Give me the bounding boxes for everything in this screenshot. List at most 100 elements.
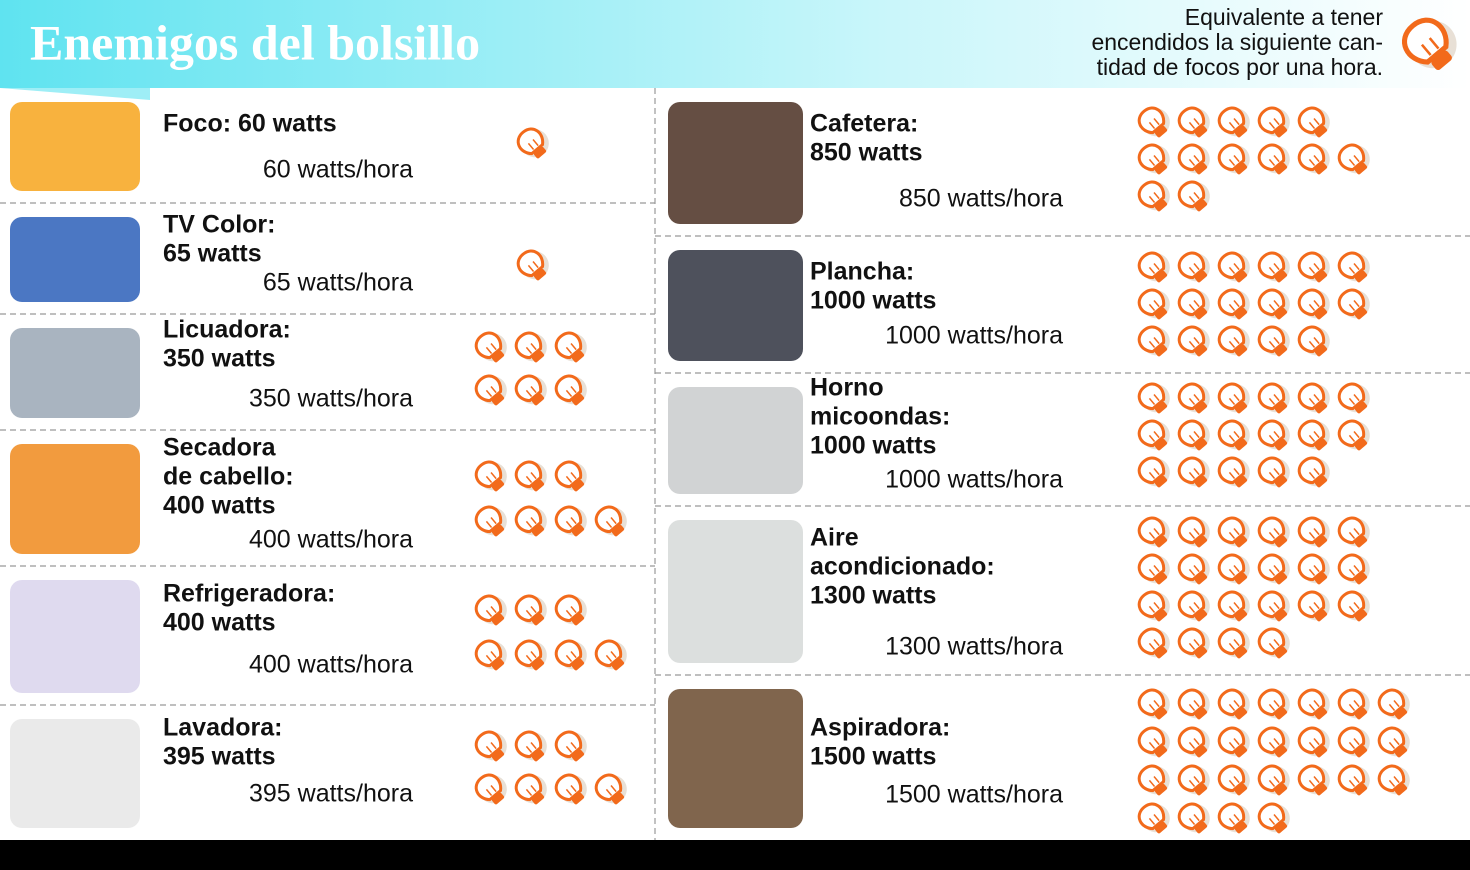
bulb-icon	[1137, 180, 1170, 212]
bulb-base	[1315, 438, 1328, 451]
bulb-filament	[1228, 738, 1240, 750]
bulb-glass	[1377, 764, 1406, 793]
bulb-icon	[1337, 288, 1370, 320]
bulb-icon	[1177, 802, 1210, 834]
bulb-filament	[1188, 192, 1200, 204]
bulb-glass	[1257, 251, 1286, 280]
bulb-icon	[1257, 288, 1290, 320]
bulb-icon	[514, 639, 547, 671]
bulb-icon	[514, 773, 547, 805]
bulb-glass	[1257, 419, 1286, 448]
item-label: Lavadora:	[163, 714, 282, 742]
appliance-image	[10, 719, 140, 828]
bulb-glass	[1337, 251, 1366, 280]
bulb-icon	[1257, 325, 1290, 357]
bulb-filament	[527, 139, 539, 151]
bulb-filament	[1188, 639, 1200, 651]
bulb-glass	[1257, 516, 1286, 545]
bulb-filament	[1308, 468, 1320, 480]
bulb-glass	[1177, 802, 1206, 831]
bulb-icon	[474, 374, 507, 406]
bulb-icon	[516, 127, 549, 159]
bulb-base	[1155, 307, 1168, 320]
bulb-base	[1315, 307, 1328, 320]
bulb-icon	[474, 773, 507, 805]
item-usage: 1000 watts/hora	[885, 466, 1063, 494]
bulb-filament	[485, 472, 497, 484]
bulb-filament	[485, 517, 497, 529]
bulb-glass	[1337, 553, 1366, 582]
item-label: Secadora	[163, 434, 277, 462]
bulb-base	[1275, 307, 1288, 320]
bulb-glass	[1297, 251, 1326, 280]
bulb-base	[1315, 535, 1328, 548]
bulb-base	[1155, 162, 1168, 175]
item-label: de cabello:	[163, 463, 294, 491]
bulb-filament	[1268, 337, 1280, 349]
bulb-glass	[1217, 288, 1246, 317]
bulb-glass	[1177, 627, 1206, 656]
bulb-glass	[1137, 802, 1166, 831]
bulb-filament	[1188, 565, 1200, 577]
bulb-glass	[1337, 143, 1366, 172]
bulb-icon	[1137, 726, 1170, 758]
item-label: micoondas:	[810, 403, 950, 431]
bulb-glass	[1217, 251, 1246, 280]
bulb-icon	[594, 639, 627, 671]
bulb-icon	[1217, 419, 1250, 451]
bulb-base	[1235, 535, 1248, 548]
bulb-glass	[1177, 180, 1206, 209]
bulb-base	[1235, 783, 1248, 796]
bulb-icon	[1177, 590, 1210, 622]
bulb-filament	[1148, 192, 1160, 204]
bulb-glass	[474, 505, 503, 534]
appliance-image	[668, 250, 803, 361]
bulb-filament	[1388, 700, 1400, 712]
bulb-filament	[1228, 700, 1240, 712]
bulb-glass	[1257, 764, 1286, 793]
bulb-base	[492, 350, 505, 363]
bulb-glass	[514, 773, 543, 802]
bulb-glass	[1217, 106, 1246, 135]
bulb-base	[572, 393, 585, 406]
bulb-base	[1235, 344, 1248, 357]
bulb-base	[532, 658, 545, 671]
bulb-base	[1275, 707, 1288, 720]
bulb-base	[492, 524, 505, 537]
item-usage: 1300 watts/hora	[885, 633, 1063, 661]
item-label: Aire	[810, 524, 859, 552]
bulb-icon	[514, 505, 547, 537]
bulb-base	[572, 350, 585, 363]
item-label: 400 watts	[163, 492, 276, 520]
item-usage: 400 watts/hora	[249, 651, 413, 679]
bulb-base	[1355, 307, 1368, 320]
bulb-icon	[514, 594, 547, 626]
bulb-icon	[1257, 456, 1290, 488]
bulb-base	[1195, 270, 1208, 283]
bulb-filament	[485, 651, 497, 663]
bulb-icon	[1217, 553, 1250, 585]
bulb-glass	[1337, 590, 1366, 619]
item-label: 400 watts	[163, 609, 276, 637]
bulb-filament	[1228, 337, 1240, 349]
note-line: tidad de focos por una hora.	[1097, 54, 1383, 80]
bulb-glass	[514, 594, 543, 623]
bulb-icon	[554, 460, 587, 492]
bulb-base	[572, 792, 585, 805]
bulb-filament	[1308, 528, 1320, 540]
bulb-base	[1235, 401, 1248, 414]
bulb-filament	[1308, 602, 1320, 614]
bulb-glass	[1297, 419, 1326, 448]
bulb-icon	[1257, 251, 1290, 283]
bulb-base	[1275, 609, 1288, 622]
bulb-icon	[1217, 688, 1250, 720]
bulb-glass	[554, 639, 583, 668]
bulb-filament	[1228, 118, 1240, 130]
bulb-filament	[525, 386, 537, 398]
bulb-icon	[1337, 726, 1370, 758]
bulb-filament	[1268, 263, 1280, 275]
bulb-filament	[1188, 776, 1200, 788]
bulb-glass	[1137, 590, 1166, 619]
bulb-filament	[1148, 700, 1160, 712]
bulb-glass	[1297, 590, 1326, 619]
